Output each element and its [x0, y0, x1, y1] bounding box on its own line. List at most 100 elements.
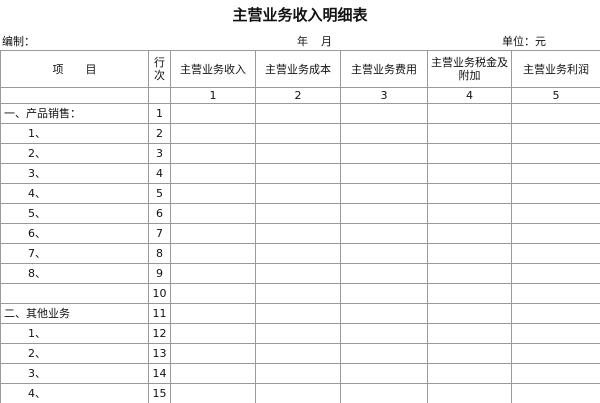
cell: [170, 303, 256, 324]
line-number: 15: [148, 383, 171, 403]
item-label: 8、: [0, 263, 149, 284]
cell: [255, 163, 341, 184]
item-label: 5、: [0, 203, 149, 224]
header-row: 项 目行次主营业务收入 主营业务成本 主营业务费用 主营业务税金及 附加 主营业务利润: [0, 50, 600, 88]
cell: [170, 183, 256, 204]
line-number: 3: [148, 143, 171, 164]
line-number: 8: [148, 243, 171, 264]
line-number: 12: [148, 323, 171, 344]
cell: [511, 263, 600, 284]
cell: [511, 103, 600, 124]
cell: [340, 203, 428, 224]
cell: [340, 243, 428, 264]
cell: [511, 383, 600, 403]
column-number: 2: [255, 87, 341, 104]
item-label: 2、: [0, 343, 149, 364]
cell: [340, 343, 428, 364]
column-number: 4: [427, 87, 512, 104]
line-number: 11: [148, 303, 171, 324]
item-row: 10: [0, 283, 600, 304]
item-row: 1、 2: [0, 123, 600, 144]
cell: [427, 143, 512, 164]
cell: [427, 123, 512, 144]
column-header: 主营业务利润: [511, 50, 600, 88]
month: 月: [321, 35, 332, 48]
cell: [511, 183, 600, 204]
line-number: 10: [148, 283, 171, 304]
column-header: 主营业务成本: [255, 50, 341, 88]
line-number: 6: [148, 203, 171, 224]
cell: [427, 343, 512, 364]
item-row: 4、 15: [0, 383, 600, 403]
cell: [170, 323, 256, 344]
cell: [148, 87, 171, 104]
cell: [427, 223, 512, 244]
cell: [427, 383, 512, 403]
item-row: 3、 14: [0, 363, 600, 384]
cell: [255, 123, 341, 144]
cell: [511, 323, 600, 344]
line-number: 13: [148, 343, 171, 364]
cell: [170, 263, 256, 284]
cell: [255, 103, 341, 124]
cell: [0, 87, 149, 104]
cell: [340, 223, 428, 244]
item-row: 5、 6: [0, 203, 600, 224]
item-row: 1、 12: [0, 323, 600, 344]
cell: [340, 103, 428, 124]
column-header: 项 目: [0, 50, 149, 88]
item-label: 4、: [0, 183, 149, 204]
cell: [340, 383, 428, 403]
item-label: 6、: [0, 223, 149, 244]
column-number: 5: [511, 87, 600, 104]
cell: [255, 363, 341, 384]
cell: [170, 203, 256, 224]
item-row: 8、 9: [0, 263, 600, 284]
cell: [340, 303, 428, 324]
cell: [340, 263, 428, 284]
cell: [511, 163, 600, 184]
table-body: 项 目行次主营业务收入 主营业务成本 主营业务费用 主营业务税金及 附加 主营业务利润 1 2…: [0, 50, 600, 403]
item-row: 4、 5: [0, 183, 600, 204]
cell: [340, 363, 428, 384]
cell: [170, 163, 256, 184]
section-row: 二、其他业务 11: [0, 303, 600, 324]
line-number: 4: [148, 163, 171, 184]
cell: [255, 243, 341, 264]
cell: [255, 263, 341, 284]
column-header: 主营业务收入: [170, 50, 256, 88]
cell: [170, 103, 256, 124]
cell: [340, 183, 428, 204]
column-header-line: 行: [154, 56, 165, 69]
cell: [170, 223, 256, 244]
cell: [170, 383, 256, 403]
cell: [427, 363, 512, 384]
cell: [427, 103, 512, 124]
column-number: 3: [340, 87, 428, 104]
item-label: 3、: [0, 363, 149, 384]
cell: [427, 203, 512, 224]
prepared-by: 编制：: [2, 35, 35, 48]
cell: [255, 383, 341, 403]
cell: [170, 283, 256, 304]
cell: [170, 143, 256, 164]
item-row: 6、 7: [0, 223, 600, 244]
cell: [340, 123, 428, 144]
section-row: 一、产品销售： 1: [0, 103, 600, 124]
item-label: 1、: [0, 123, 149, 144]
cell: [255, 223, 341, 244]
cell: [255, 323, 341, 344]
column-header-line: 次: [154, 69, 165, 82]
cell: [340, 323, 428, 344]
year: 年: [297, 35, 308, 48]
section-title: 二、其他业务: [0, 303, 149, 324]
cell: [511, 243, 600, 264]
item-row: 2、 3: [0, 143, 600, 164]
column-header-line: 主营业务税金及: [431, 56, 508, 69]
item-label: 7、: [0, 243, 149, 264]
cell: [427, 303, 512, 324]
cell: [255, 143, 341, 164]
